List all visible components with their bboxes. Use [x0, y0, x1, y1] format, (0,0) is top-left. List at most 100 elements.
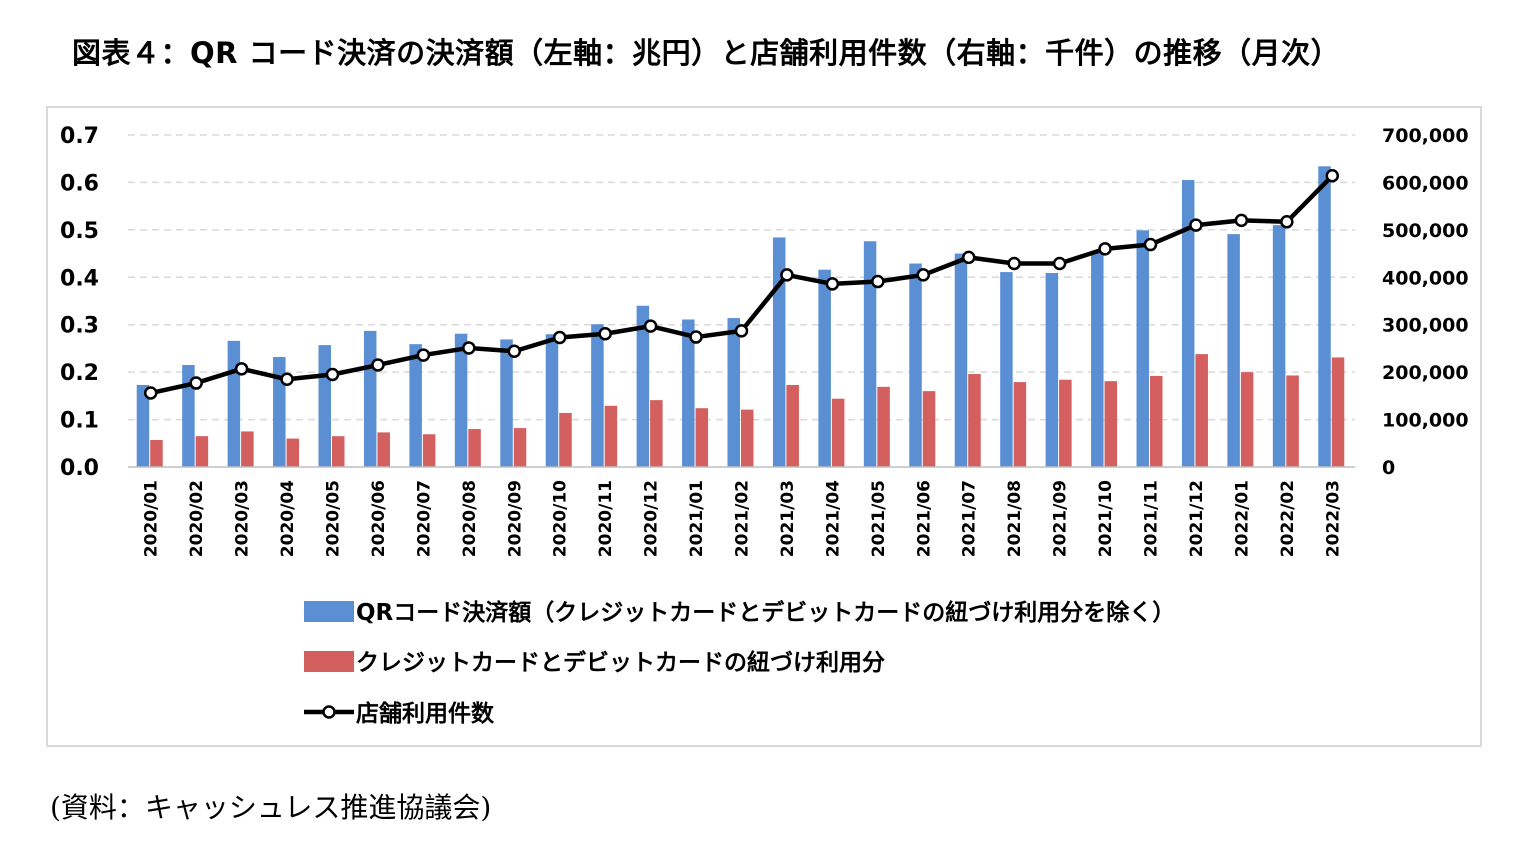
- x-tick-label: 2021/08: [1005, 480, 1025, 557]
- card-bar: [604, 405, 618, 467]
- line-point: [689, 330, 703, 344]
- qr-bar: [409, 344, 422, 467]
- card-bar: [195, 436, 209, 467]
- qr-bar: [863, 241, 877, 467]
- card-bar: [1104, 381, 1118, 467]
- qr-bar: [818, 269, 831, 467]
- card-bar: [831, 398, 845, 467]
- right-tick-label: 600,000: [1382, 172, 1469, 194]
- legend-label-qr: QRコード決済額（クレジットカードとデビットカードの紐づけ利用分を除く）: [356, 599, 1175, 626]
- x-tick-label: 2020/11: [596, 480, 616, 557]
- line-point: [1007, 256, 1021, 271]
- qr-bar: [1091, 251, 1104, 467]
- x-tick-label: 2020/01: [142, 480, 162, 557]
- line-point: [780, 268, 794, 282]
- left-tick-label: 0.5: [60, 219, 99, 244]
- card-bar: [332, 436, 345, 467]
- card-bar: [922, 391, 936, 467]
- line-point: [371, 358, 385, 372]
- card-bar: [786, 384, 799, 467]
- legend-label-card: クレジットカードとデビットカードの紐づけ利用分: [356, 649, 885, 676]
- qr-bar: [1045, 273, 1059, 467]
- qr-bar: [1227, 234, 1240, 467]
- line-point: [1234, 213, 1249, 228]
- card-bar: [241, 431, 254, 467]
- qr-bar: [1136, 230, 1149, 467]
- x-tick-label: 2020/03: [233, 480, 253, 557]
- x-tick-label: 2020/08: [460, 480, 480, 557]
- card-bar: [741, 409, 754, 467]
- x-tick-label: 2021/07: [960, 480, 980, 557]
- qr-bar: [1318, 166, 1331, 467]
- qr-bar: [363, 330, 377, 467]
- x-tick-label: 2021/02: [733, 480, 753, 557]
- line-point: [552, 330, 567, 345]
- card-bar: [1059, 379, 1072, 467]
- line-series: [143, 169, 1340, 400]
- left-tick-label: 0.4: [60, 266, 99, 291]
- line-point: [734, 324, 749, 338]
- card-bar: [559, 412, 572, 467]
- line-point: [1098, 242, 1112, 256]
- x-tick-label: 2021/11: [1142, 480, 1162, 557]
- card-bar: [377, 432, 390, 467]
- line-point: [1325, 169, 1340, 183]
- qr-bar: [1181, 180, 1195, 468]
- right-tick-label: 0: [1382, 457, 1395, 479]
- qr-bar: [500, 339, 513, 467]
- right-tick-label: 700,000: [1382, 125, 1469, 147]
- card-bar: [968, 374, 981, 467]
- x-tick-label: 2021/12: [1187, 480, 1207, 557]
- x-tick-label: 2020/09: [505, 480, 525, 557]
- qr-bar: [318, 345, 331, 467]
- x-tick-label: 2021/09: [1051, 480, 1071, 557]
- x-axis: 2020/01 2020/02 2020/03 2020/04 2020/05 2020/…: [128, 466, 1355, 557]
- x-tick-label: 2022/02: [1278, 480, 1298, 557]
- x-tick-label: 2021/03: [778, 480, 798, 557]
- left-tick-label: 0.0: [60, 456, 99, 481]
- x-tick-label: 2021/05: [869, 480, 889, 557]
- line-point: [325, 367, 340, 382]
- card-bar: [1331, 357, 1345, 467]
- left-axis-ticks: 0.0 0.1 0.2 0.3 0.4 0.5 0.6 0.7: [60, 124, 99, 481]
- qr-bar: [909, 263, 922, 467]
- line-point: [961, 250, 976, 265]
- line-point: [462, 341, 476, 355]
- qr-bar: [727, 318, 740, 467]
- left-tick-label: 0.1: [60, 409, 99, 434]
- combo-chart: 0.0 0.1 0.2 0.3 0.4 0.5 0.6 0.7 0 100,000 200,000…: [60, 124, 1469, 727]
- qr-bar: [182, 365, 195, 467]
- qr-bar: [545, 334, 559, 467]
- card-bar: [695, 408, 709, 467]
- right-tick-label: 500,000: [1382, 220, 1469, 242]
- card-bar: [1013, 382, 1027, 467]
- card-bar: [422, 434, 436, 467]
- qr-bar: [1000, 272, 1013, 467]
- line-point: [916, 268, 931, 282]
- right-tick-label: 100,000: [1382, 410, 1469, 432]
- legend-swatch-qr: [304, 601, 354, 622]
- card-bar: [513, 428, 527, 467]
- x-tick-label: 2022/01: [1232, 480, 1252, 557]
- legend: QRコード決済額（クレジットカードとデビットカードの紐づけ利用分を除く） クレジッ…: [304, 599, 1175, 727]
- right-tick-label: 400,000: [1382, 267, 1469, 289]
- line-point: [1280, 215, 1294, 229]
- right-axis-ticks: 0 100,000 200,000 300,000 400,000 500,000 600,…: [1382, 125, 1469, 479]
- left-tick-label: 0.2: [60, 361, 99, 386]
- x-tick-label: 2021/01: [687, 480, 707, 557]
- card-bar: [286, 438, 300, 467]
- chart-frame: [46, 106, 1482, 747]
- x-tick-label: 2021/04: [823, 480, 843, 557]
- x-tick-label: 2020/04: [278, 480, 298, 557]
- left-tick-label: 0.6: [60, 171, 99, 196]
- line-point: [280, 372, 294, 387]
- qr-bar: [682, 319, 695, 467]
- x-tick-label: 2020/07: [414, 480, 434, 557]
- card-bar: [650, 400, 663, 467]
- qr-bar: [636, 305, 650, 467]
- x-tick-label: 2022/03: [1323, 480, 1343, 557]
- qr-bar: [591, 324, 604, 467]
- qr-bar: [772, 237, 786, 467]
- x-tick-label: 2020/06: [369, 480, 389, 557]
- x-tick-label: 2020/05: [324, 480, 344, 557]
